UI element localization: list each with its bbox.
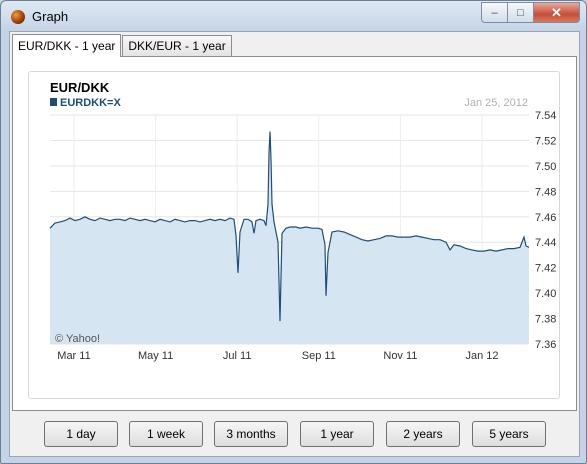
yahoo-watermark: © Yahoo! [55,333,100,345]
y-tick-label: 7.48 [535,186,556,198]
range-2-years-button[interactable]: 2 years [386,421,460,447]
y-tick-label: 7.50 [535,161,556,173]
x-tick-label: Mar 11 [57,350,90,362]
x-tick-label: Jul 11 [223,350,252,362]
tab-eur-dkk[interactable]: EUR/DKK - 1 year [12,34,122,57]
y-tick-label: 7.36 [535,339,556,351]
range-5-years-button[interactable]: 5 years [472,421,546,447]
y-tick-label: 7.52 [535,135,556,147]
line-chart: EUR/DKK EURDKK=X Jan 25, 2012 © Yahoo! 7… [49,80,556,362]
y-tick-label: 7.44 [535,237,556,249]
y-tick-label: 7.40 [535,288,556,300]
app-icon [11,10,25,24]
maximize-button[interactable]: □ [508,2,534,23]
x-tick-label: Jan 12 [465,350,498,362]
chart-date: Jan 25, 2012 [464,97,528,109]
minimize-button[interactable]: ‒ [481,2,508,23]
x-tick-label: Sep 11 [302,350,336,362]
chart-title: EUR/DKK [50,80,110,95]
maximize-icon: □ [517,6,524,19]
x-tick-label: Nov 11 [383,350,417,362]
minimize-icon: ‒ [491,6,498,19]
series-area-fill [50,131,529,344]
legend-swatch [50,98,57,106]
range-button-bar: 1 day 1 week 3 months 1 year 2 years 5 y… [12,414,575,452]
range-1-day-button[interactable]: 1 day [44,421,118,447]
tab-strip: EUR/DKK - 1 year DKK/EUR - 1 year [12,34,233,57]
range-1-week-button[interactable]: 1 week [129,421,203,447]
x-tick-label: May 11 [138,350,173,362]
close-button[interactable]: ✕ [534,2,580,23]
x-axis: Mar 11 May 11 Jul 11 Sep 11 Nov 11 Jan 12 [57,350,498,362]
legend-label: EURDKK=X [60,97,121,109]
series-line [49,131,530,322]
y-tick-label: 7.54 [535,110,556,122]
range-1-year-button[interactable]: 1 year [300,421,374,447]
y-tick-label: 7.46 [535,212,556,224]
y-axis: 7.54 7.52 7.50 7.48 7.46 7.44 7.42 7.40 7.38 7.36 [535,110,556,351]
range-3-months-button[interactable]: 3 months [214,421,288,447]
tab-panel: EUR/DKK EURDKK=X Jan 25, 2012 © Yahoo! 7… [12,56,577,411]
y-tick-label: 7.42 [535,263,556,275]
y-tick-label: 7.38 [535,314,556,326]
client-area: EUR/DKK - 1 year DKK/EUR - 1 year EUR/DK… [9,31,580,457]
close-icon: ✕ [551,4,562,20]
window-title: Graph [32,9,69,24]
chart-box: EUR/DKK EURDKK=X Jan 25, 2012 © Yahoo! 7… [28,71,560,399]
title-bar[interactable]: Graph ‒ □ ✕ [1,1,586,31]
tab-dkk-eur[interactable]: DKK/EUR - 1 year [122,35,232,56]
